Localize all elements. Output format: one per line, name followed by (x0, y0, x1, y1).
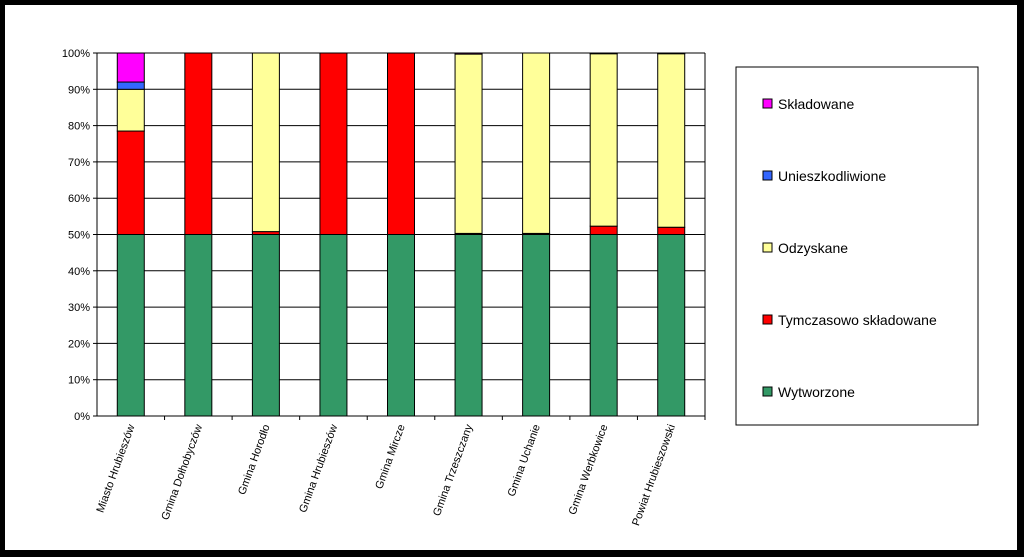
bar-tymczasowo-skladowane-gmina-mircze (387, 52, 415, 235)
bar-unieszkodliwione-miasto-hrubieszow (116, 81, 145, 90)
x-category-label: Gmina Horodło (236, 423, 273, 497)
y-tick-label: 100% (62, 48, 90, 60)
x-category-label: Gmina Mircze (373, 423, 407, 491)
bar-odzyskane-gmina-uchanie (522, 52, 551, 234)
y-tick-label: 70% (68, 157, 90, 169)
bar-wytworzone-gmina-trzeszczany (454, 234, 483, 417)
bar-skladowane-powiat-hrubieszowski (657, 52, 686, 55)
bar-odzyskane-gmina-werbkowice (589, 53, 618, 227)
y-tick-label: 20% (68, 338, 90, 350)
bar-odzyskane-powiat-hrubieszowski (657, 53, 686, 228)
bar-skladowane-gmina-werbkowice (589, 52, 618, 55)
y-tick-label: 10% (68, 375, 90, 387)
bar-wytworzone-gmina-mircze (387, 234, 415, 417)
bar-wytworzone-gmina-uchanie (522, 234, 551, 417)
x-category-label: Gmina Uchanie (506, 423, 543, 498)
x-category-label: Gmina Hrubieszów (297, 423, 340, 514)
x-category-label: Gmina Trzeszczany (431, 422, 475, 517)
bar-tymczasowo-skladowane-gmina-werbkowice (589, 225, 618, 236)
legend-swatch-unieszkodliwione (762, 170, 773, 181)
bar-tymczasowo-skladowane-gmina-dolhobyczow (184, 52, 213, 235)
bars (116, 52, 686, 417)
bar-odzyskane-gmina-trzeszczany (454, 53, 483, 234)
y-tick-label: 0% (74, 411, 90, 423)
bar-tymczasowo-skladowane-powiat-hrubieszowski (657, 226, 686, 236)
axes (96, 53, 706, 420)
x-category-label: Miasto Hrubieszów (95, 423, 138, 514)
y-tick-label: 40% (68, 266, 90, 278)
legend-swatch-tymczasowo-skladowane (762, 314, 773, 325)
bar-wytworzone-powiat-hrubieszowski (657, 234, 686, 417)
y-axis-ticks: 0% 10% 20% 30% 40% 50% 60% 70% 80% 90% 100% (62, 48, 97, 423)
x-category-label: Gmina Dołhobyczów (159, 423, 205, 522)
bar-skladowane-gmina-trzeszczany (454, 52, 483, 55)
legend-swatch-wytworzone (762, 386, 773, 397)
bar-tymczasowo-skladowane-gmina-hrubieszow (319, 52, 348, 235)
y-tick-label: 80% (68, 121, 90, 133)
stacked-bar-chart: 0% 10% 20% 30% 40% 50% 60% 70% 80% 90% 100% Miasto… (62, 48, 979, 528)
bar-odzyskane-gmina-horodlo (251, 52, 280, 233)
legend-swatch-odzyskane (762, 242, 773, 253)
bar-tymczasowo-skladowane-miasto-hrubieszow (116, 130, 145, 235)
bar-wytworzone-gmina-horodlo (251, 234, 280, 417)
x-category-label: Powiat Hrubieszowski (630, 423, 678, 528)
x-category-label: Gmina Werbkowice (567, 423, 611, 517)
y-tick-label: 90% (68, 84, 90, 96)
y-tick-label: 30% (68, 302, 90, 314)
bar-wytworzone-gmina-hrubieszow (319, 234, 348, 417)
bar-odzyskane-miasto-hrubieszow (116, 88, 145, 132)
legend-label-unieszkodliwione: Unieszkodliwione (778, 168, 886, 184)
legend-label-wytworzone: Wytworzone (778, 384, 855, 400)
legend-box (735, 66, 979, 426)
y-tick-label: 60% (68, 193, 90, 205)
chart-frame: 0% 10% 20% 30% 40% 50% 60% 70% 80% 90% 100% Miasto… (5, 5, 1017, 550)
x-axis-labels: Miasto Hrubieszów Gmina Dołhobyczów Gmina … (95, 422, 679, 527)
legend-swatch-skladowane (762, 98, 773, 109)
bar-wytworzone-gmina-werbkowice (589, 234, 618, 417)
legend-label-tymczasowo-skladowane: Tymczasowo składowane (778, 312, 937, 328)
bar-wytworzone-miasto-hrubieszow (116, 234, 145, 417)
legend-label-odzyskane: Odzyskane (778, 240, 848, 256)
bar-skladowane-miasto-hrubieszow (116, 52, 145, 83)
y-tick-label: 50% (68, 230, 90, 242)
legend-label-skladowane: Składowane (778, 96, 854, 112)
legend: Składowane Unieszkodliwione Odzyskane Tymcz… (735, 66, 979, 426)
bar-wytworzone-gmina-dolhobyczow (184, 234, 213, 417)
